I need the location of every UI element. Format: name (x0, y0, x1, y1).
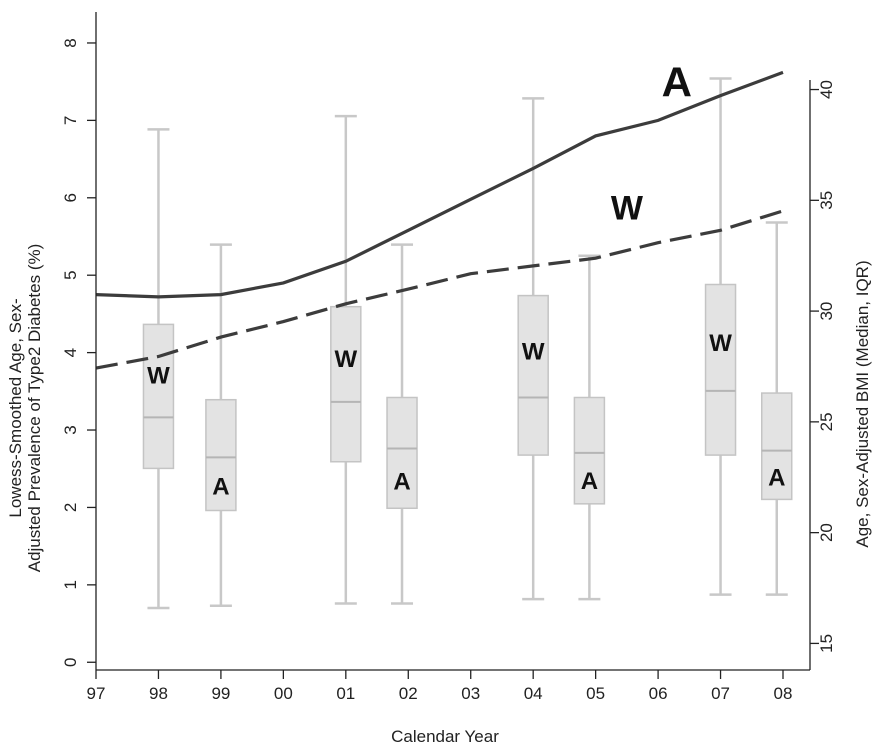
right-tick-label: 20 (817, 523, 836, 542)
box-A-7 (761, 392, 793, 501)
series-line-W (95, 209, 784, 370)
right-axis-title: Age, Sex-Adjusted BMI (Median, IQR) (853, 260, 872, 547)
right-tick-label: 25 (817, 412, 836, 431)
x-tick-label: 00 (274, 684, 293, 703)
x-tick-label: 06 (649, 684, 668, 703)
labels-layer: A W Calendar Year Lowess-Smoothed Age, Sex-… (6, 58, 872, 746)
boxplot-layer: W A W A W A W A (142, 77, 793, 610)
left-tick-label: 2 (61, 503, 80, 512)
x-tick-label: 04 (524, 684, 543, 703)
box-label: A (768, 464, 785, 491)
box-label: A (581, 468, 598, 495)
left-tick-label: 0 (61, 658, 80, 667)
left-tick-label: 1 (61, 580, 80, 589)
x-tick-label: 03 (461, 684, 480, 703)
x-tick-label: 05 (586, 684, 605, 703)
box-W-4 (517, 294, 549, 456)
box-label: W (147, 363, 170, 390)
right-tick-label: 30 (817, 302, 836, 321)
x-tick-label: 98 (149, 684, 168, 703)
x-tick-label: 07 (711, 684, 730, 703)
left-tick-label: 8 (61, 38, 80, 47)
box-W-6 (704, 283, 737, 456)
box-W-2 (330, 305, 362, 463)
x-tick-label: 01 (336, 684, 355, 703)
right-tick-label: 35 (817, 191, 836, 210)
left-axis-title-line1: Lowess-Smoothed Age, Sex- (6, 298, 25, 517)
right-tick-label: 15 (817, 634, 836, 653)
right-tick-label: 40 (817, 80, 836, 99)
box-A-5 (573, 396, 606, 505)
box-label: A (393, 468, 410, 495)
left-tick-label: 5 (61, 270, 80, 279)
left-tick-label: 6 (61, 193, 80, 202)
box-W-0 (142, 323, 175, 470)
x-tick-label: 99 (211, 684, 230, 703)
left-axis-title-line2: Adjusted Prevalence of Type2 Diabetes (%… (25, 244, 44, 573)
left-tick-label: 7 (61, 116, 80, 125)
box-A-1 (205, 398, 237, 512)
series-annotation-A: A (662, 58, 692, 105)
left-tick-label: 4 (61, 348, 80, 357)
x-tick-label: 97 (87, 684, 106, 703)
series-line-A (95, 70, 784, 299)
box-label: W (522, 339, 545, 366)
box-label: W (709, 330, 732, 357)
left-tick-label: 3 (61, 425, 80, 434)
x-tick-label: 02 (399, 684, 418, 703)
box-label: A (212, 474, 229, 501)
series-annotation-W: W (611, 190, 644, 228)
box-A-3 (386, 396, 418, 510)
box-label: W (334, 346, 357, 373)
x-axis-title: Calendar Year (391, 727, 499, 746)
x-tick-label: 08 (774, 684, 793, 703)
lines-layer (95, 70, 784, 370)
